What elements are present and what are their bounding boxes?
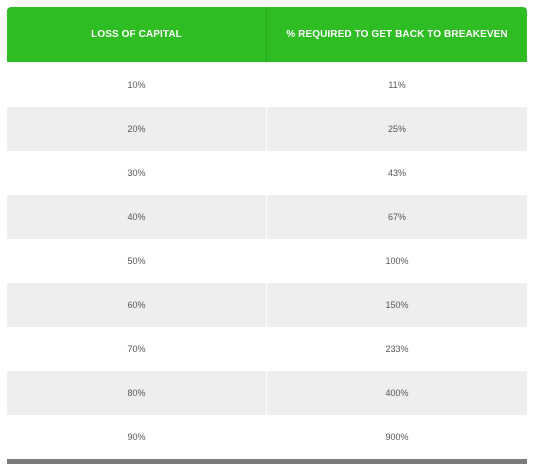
table-row: 50% 100% bbox=[7, 239, 527, 283]
header-loss-of-capital: LOSS OF CAPITAL bbox=[7, 7, 267, 62]
loss-cell: 20% bbox=[7, 107, 267, 151]
loss-cell: 50% bbox=[7, 239, 267, 283]
required-cell: 233% bbox=[385, 344, 409, 354]
loss-cell: 70% bbox=[7, 327, 267, 371]
required-cell: 43% bbox=[387, 168, 406, 178]
table-row: 20% 25% bbox=[7, 107, 527, 151]
required-cell: 11% bbox=[388, 80, 406, 90]
table-row: 70% 233% bbox=[7, 327, 527, 371]
required-cell: 150% bbox=[385, 300, 409, 310]
loss-cell: 90% bbox=[7, 415, 267, 459]
required-cell: 400% bbox=[385, 388, 409, 398]
table-footer-bar bbox=[7, 459, 527, 464]
required-cell: 67% bbox=[387, 212, 406, 222]
loss-cell: 30% bbox=[7, 151, 267, 195]
table-header: LOSS OF CAPITAL % REQUIRED TO GET BACK T… bbox=[7, 7, 527, 62]
table-body: 10% 11% 20% 25% 30% 43% 40% 67% 50% 100%… bbox=[7, 62, 527, 459]
table-row: 90% 900% bbox=[7, 415, 527, 459]
table-row: 10% 11% bbox=[7, 63, 527, 107]
table-row: 60% 150% bbox=[7, 283, 527, 327]
table-row: 40% 67% bbox=[7, 195, 527, 239]
table-row: 30% 43% bbox=[7, 151, 527, 195]
loss-cell: 60% bbox=[7, 283, 267, 327]
header-required-to-breakeven: % REQUIRED TO GET BACK TO BREAKEVEN bbox=[286, 29, 508, 40]
breakeven-table: LOSS OF CAPITAL % REQUIRED TO GET BACK T… bbox=[7, 7, 527, 459]
loss-cell: 10% bbox=[7, 63, 267, 107]
table-row: 80% 400% bbox=[7, 371, 527, 415]
required-cell: 900% bbox=[385, 432, 409, 442]
loss-cell: 80% bbox=[7, 371, 267, 415]
loss-cell: 40% bbox=[7, 195, 267, 239]
required-cell: 25% bbox=[387, 124, 406, 134]
required-cell: 100% bbox=[385, 256, 409, 266]
